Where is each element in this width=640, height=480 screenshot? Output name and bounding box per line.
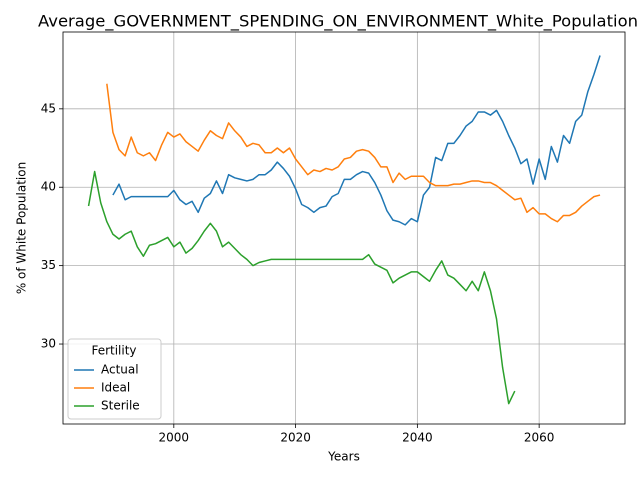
line xyxy=(112,55,601,226)
legend-title: Fertility xyxy=(91,344,136,358)
y-tick-label: 45 xyxy=(41,101,56,115)
x-tick-label: 2060 xyxy=(524,431,555,445)
legend-label: Sterile xyxy=(101,399,140,413)
legend-label: Actual xyxy=(101,363,139,377)
plot-frame xyxy=(62,31,626,425)
legend-box xyxy=(67,338,162,420)
y-axis-label: % of White Population xyxy=(15,162,29,294)
y-tick-label: 40 xyxy=(41,180,56,194)
y-tick-label: 35 xyxy=(41,258,56,272)
line xyxy=(87,170,516,405)
x-tick-label: 2020 xyxy=(280,431,311,445)
line xyxy=(106,83,601,223)
x-tick-label: 2040 xyxy=(402,431,433,445)
x-axis-label: Years xyxy=(327,450,360,464)
chart-title: Average_GOVERNMENT_SPENDING_ON_ENVIRONME… xyxy=(38,12,638,32)
legend-label: Ideal xyxy=(101,381,130,395)
x-tick-label: 2000 xyxy=(159,431,190,445)
y-tick-label: 30 xyxy=(41,337,56,351)
